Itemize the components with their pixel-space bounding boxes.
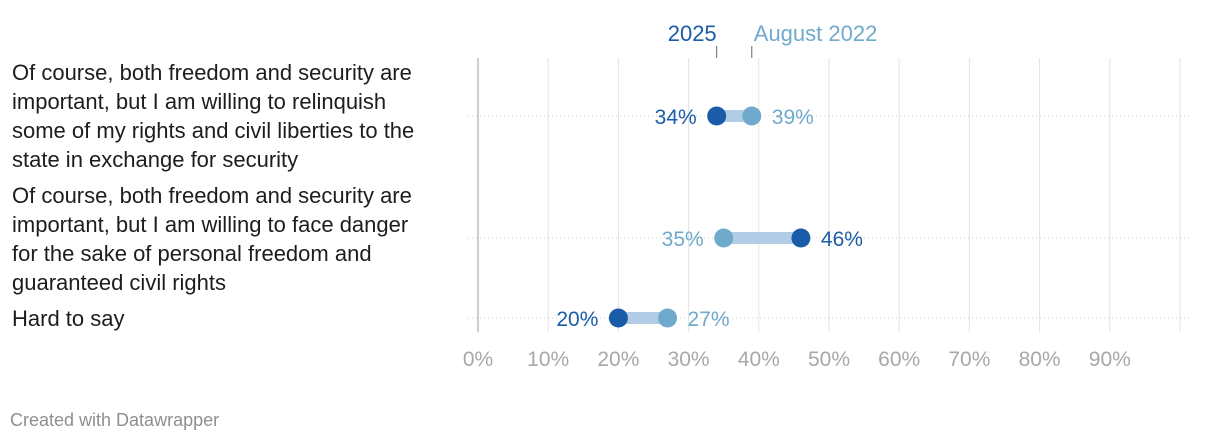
x-tick-label: 80% [1019, 348, 1061, 371]
x-tick-label: 40% [738, 348, 780, 371]
category-label-line: Of course, both freedom and security are [12, 60, 412, 85]
legend-label-2025: 2025 [668, 21, 717, 46]
category-label-line: state in exchange for security [12, 147, 298, 172]
category-label-line: Hard to say [12, 306, 125, 331]
category-label-line: important, but I am willing to relinquis… [12, 89, 386, 114]
x-tick-label: 50% [808, 348, 850, 371]
legend-label-2022: August 2022 [754, 21, 878, 46]
category-label-line: important, but I am willing to face dang… [12, 212, 408, 237]
category-label-line: guaranteed civil rights [12, 270, 226, 295]
category-label-line: some of my rights and civil liberties to… [12, 118, 414, 143]
dot-2025 [707, 106, 727, 126]
credit-text: Created with Datawrapper [10, 410, 220, 430]
range-bar [723, 232, 801, 244]
dot-2022 [742, 106, 762, 126]
range-bar [618, 312, 668, 324]
value-label: 46% [821, 228, 863, 251]
value-label: 34% [655, 106, 697, 129]
x-tick-label: 70% [948, 348, 990, 371]
value-label: 39% [772, 106, 814, 129]
x-tick-label: 20% [597, 348, 639, 371]
dot-2025 [608, 308, 628, 328]
x-tick-label: 60% [878, 348, 920, 371]
value-label: 35% [662, 228, 704, 251]
dot-2025 [791, 228, 811, 248]
value-labels: 34% 39% 46% 35% 20% 27% [556, 106, 863, 331]
legend: 2025 August 2022 [668, 21, 878, 58]
grid-lines [468, 58, 1190, 332]
x-tick-label: 0% [463, 348, 493, 371]
x-tick-label: 90% [1089, 348, 1131, 371]
range-bars [618, 110, 801, 324]
dot-2022 [714, 228, 734, 248]
dot-range-chart: Of course, both freedom and security are… [12, 21, 1190, 371]
category-label-line: for the sake of personal freedom and [12, 241, 372, 266]
dot-2022 [658, 308, 678, 328]
category-labels: Of course, both freedom and security are… [12, 60, 414, 331]
x-tick-label: 30% [668, 348, 710, 371]
x-tick-label: 10% [527, 348, 569, 371]
data-dots [608, 106, 811, 328]
value-label: 20% [556, 308, 598, 331]
category-label-line: Of course, both freedom and security are [12, 183, 412, 208]
x-axis-ticks: 0% 10% 20% 30% 40% 50% 60% 70% 80% 90% [463, 348, 1131, 371]
value-label: 27% [688, 308, 730, 331]
